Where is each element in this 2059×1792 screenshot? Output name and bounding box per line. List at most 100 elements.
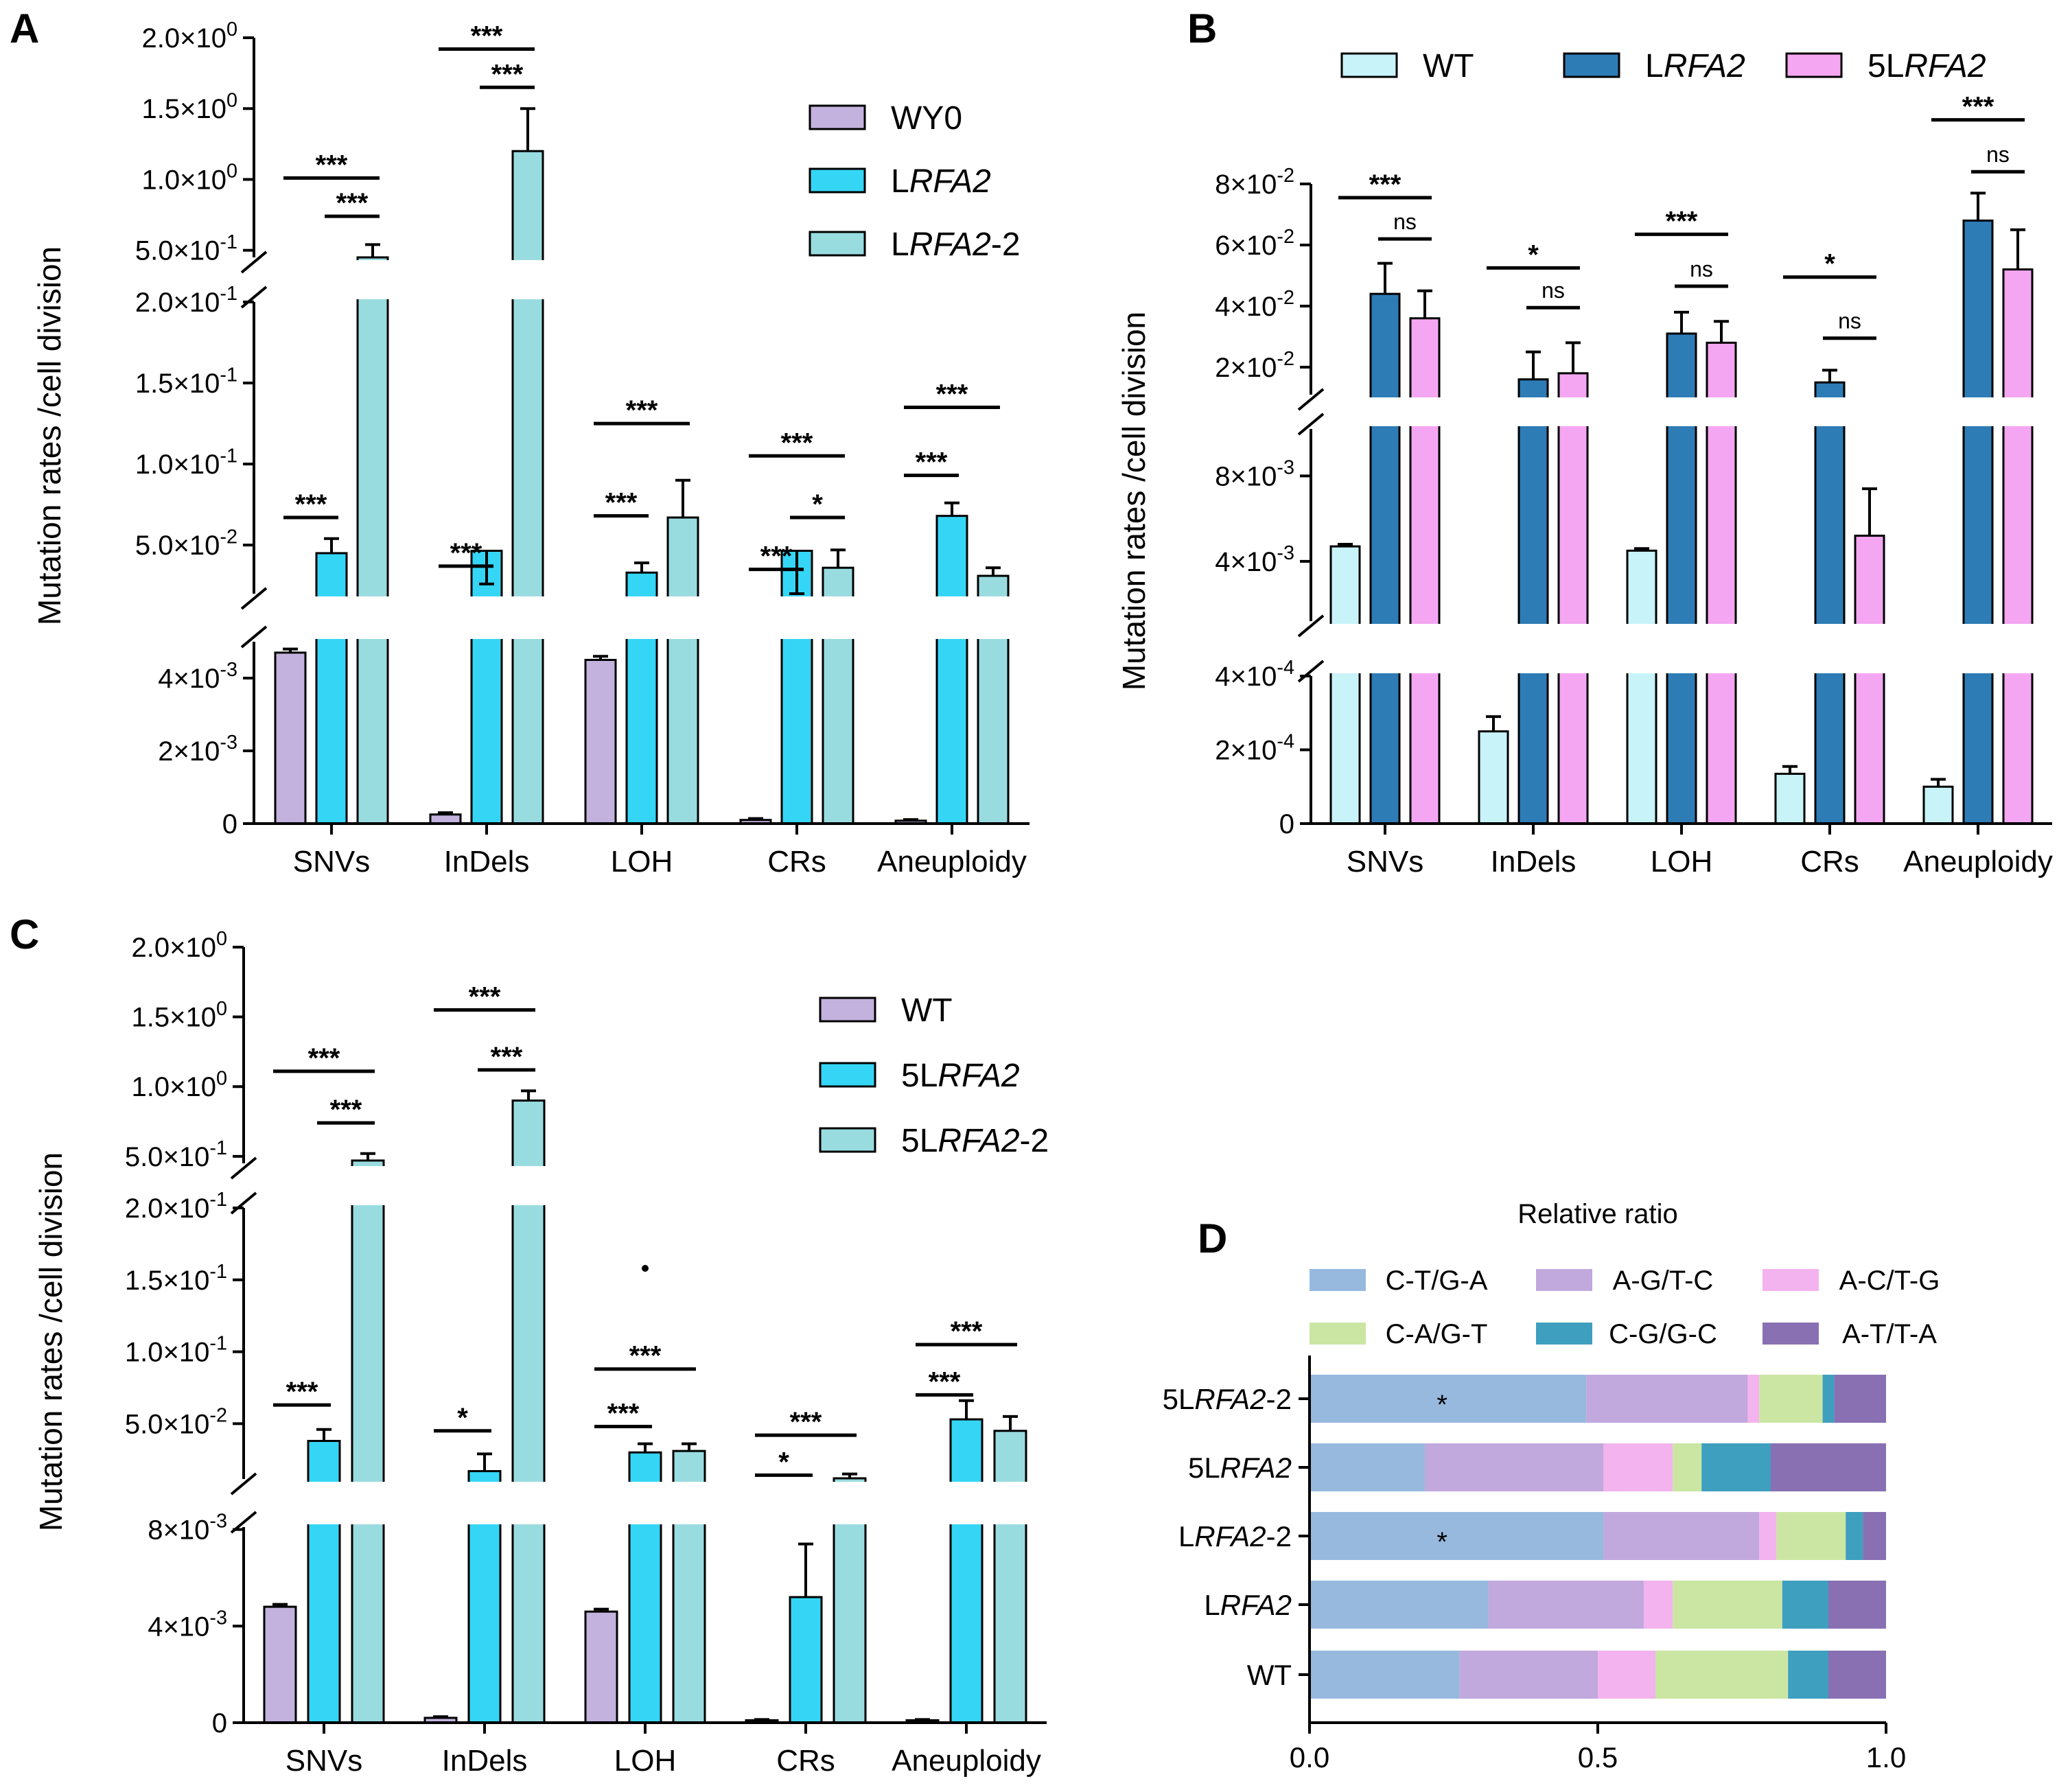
panel-c-legend-swatch-1: [819, 1062, 876, 1088]
panel-a-legend-label-0: WY0: [891, 100, 962, 137]
panel-d-bar-lrfa2-c-a-g-t: [1673, 1581, 1782, 1629]
panel-b-bar-snvs-2: [1409, 317, 1441, 825]
panel-c-break-mark: [230, 1191, 257, 1215]
panel-c-axis-break-gap: [223, 1482, 1047, 1524]
panel-c-y-tick-label: 2.0×10-1: [125, 1189, 227, 1224]
panel-d-bar-lrfa2-2-a-g-t-c: [1603, 1512, 1760, 1560]
panel-c-y-tick-label: 1.0×10-1: [125, 1333, 227, 1368]
panel-d-bar-5lrfa2-c-t-g-a: [1310, 1443, 1425, 1491]
panel-a-bar-snvs-1: [315, 552, 348, 825]
panel-b-significance-label: *: [1824, 249, 1835, 279]
panel-d-bar-lrfa2-2-a-c-t-g: [1759, 1512, 1777, 1560]
panel-d-title: Relative ratio: [1517, 1199, 1677, 1229]
panel-c-significance-label: ***: [607, 1399, 640, 1429]
panel-d-label: D: [1198, 1215, 1227, 1261]
panel-c-ylabel: Mutation rates /cell division: [33, 1152, 69, 1531]
panel-d-legend-swatch-0: [1310, 1269, 1366, 1291]
panel-d-legend-label-4: C-G/G-C: [1609, 1319, 1717, 1349]
panel-b-x-tick-label-snvs: SNVs: [1347, 845, 1423, 878]
panel-b-bar-aneuploidy-1: [1962, 219, 1994, 825]
panel-d-y-tick-label-4: WT: [1247, 1659, 1292, 1691]
panel-b-bar-snvs-0: [1329, 545, 1361, 825]
panel-c-bar-snvs-2: [351, 1159, 385, 1724]
panel-a-bar-snvs-2: [356, 256, 389, 825]
panel-c-axis-break-gap: [223, 1166, 1047, 1205]
panel-b-significance-label: ns: [1393, 209, 1417, 234]
panel-a-x-tick-label-snvs: SNVs: [293, 845, 370, 878]
panel-b-axis-break-gap: [1290, 397, 2052, 426]
panel-b-break-mark: [1297, 660, 1325, 683]
panel-d-bar-5lrfa2-2-c-a-g-t: [1759, 1375, 1823, 1423]
panel-c-bar-aneuploidy-1: [949, 1418, 984, 1724]
panel-c-x-tick-label-indels: InDels: [442, 1744, 528, 1778]
panel-a-x-tick-label-crs: CRs: [767, 845, 826, 878]
panel-a-y-tick-label: 2.0×100: [142, 19, 237, 54]
panel-d-bar-lrfa2-a-c-t-g: [1644, 1581, 1673, 1629]
panel-c-x-tick-label-loh: LOH: [614, 1744, 676, 1778]
panel-d-legend-label-3: C-A/G-T: [1386, 1319, 1488, 1349]
panel-c-bar-aneuploidy-2: [993, 1430, 1027, 1724]
panel-c-significance-label: ***: [629, 1341, 662, 1371]
panel-a-y-tick-label: 5.0×10-2: [135, 526, 237, 561]
panel-a-y-tick-label: 1.5×100: [142, 89, 237, 124]
panel-c-significance-label: ***: [469, 981, 501, 1012]
panel-c-legend-label-1: 5LRFA2: [901, 1058, 1020, 1094]
panel-a-bar-snvs-0: [274, 651, 307, 825]
panel-a-bar-indels-2: [511, 150, 544, 825]
panel-d-x-tick-label: 0.5: [1578, 1741, 1618, 1773]
panel-b-legend-swatch-2: [1785, 52, 1843, 78]
panel-a-significance-label: ***: [316, 150, 348, 180]
panel-c-significance-label: ***: [308, 1043, 340, 1073]
panel-c-break-mark: [230, 1156, 257, 1180]
panel-d-legend-swatch-3: [1310, 1323, 1366, 1345]
panel-b-bar-indels-0: [1478, 730, 1509, 825]
panel-a-break-mark: [240, 587, 268, 610]
panel-a-legend-label-1: LRFA2: [891, 163, 991, 200]
panel-b-legend-swatch-0: [1340, 52, 1398, 78]
panel-d-legend-swatch-2: [1763, 1269, 1819, 1291]
panel-b-significance-label: ***: [1369, 170, 1401, 200]
panel-b-significance-label: ns: [1838, 309, 1861, 334]
panel-b-bar-crs-0: [1774, 772, 1806, 825]
panel-b-bar-aneuploidy-2: [2002, 268, 2034, 825]
panel-b-y-tick-label: 4×10-3: [1215, 542, 1294, 577]
panel-d-bar-lrfa2-2-a-t-t-a: [1863, 1512, 1886, 1560]
panel-a-bar-aneuploidy-1: [935, 515, 968, 825]
panel-a-legend-swatch-1: [809, 167, 866, 194]
panel-c-x-tick-label-snvs: SNVs: [286, 1744, 362, 1778]
panel-b-legend-label-1: LRFA2: [1645, 48, 1745, 84]
panel-d-legend-label-1: A-G/T-C: [1613, 1266, 1714, 1296]
panel-a-y-tick-label: 0: [222, 809, 237, 839]
panel-b-label: B: [1187, 5, 1217, 51]
panel-b-significance-label: ***: [1962, 92, 1994, 122]
panel-d-legend-label-0: C-T/G-A: [1386, 1266, 1488, 1296]
panel-b-y-tick-label: 8×10-3: [1215, 457, 1294, 492]
panel-c-significance-label: ***: [491, 1042, 523, 1072]
panel-c-legend-label-2: 5LRFA2-2: [901, 1123, 1049, 1159]
panel-b-significance-label: ns: [1690, 257, 1713, 281]
panel-c-bar-crs-1: [789, 1596, 823, 1724]
panel-c-outlier-point: [642, 1265, 649, 1272]
panel-a-break-mark: [240, 251, 268, 274]
panel-b-bar-indels-1: [1517, 378, 1549, 825]
panel-b-x-tick-label-loh: LOH: [1651, 845, 1712, 878]
panel-c-x-tick-label-aneuploidy: Aneuploidy: [892, 1744, 1041, 1778]
panel-d-bar-wt-a-c-t-g: [1598, 1651, 1655, 1699]
panel-c-y-tick-label: 1.5×100: [132, 998, 227, 1033]
panel-a-significance-label: ***: [781, 428, 813, 458]
panel-d-bar-lrfa2-2-c-a-g-t: [1776, 1512, 1846, 1560]
panel-b-significance-label: ns: [1986, 142, 2010, 167]
panel-d-y-tick-label-0: 5LRFA2-2: [1163, 1383, 1292, 1415]
panel-b-significance-label: *: [1528, 240, 1539, 270]
panel-a-significance-label: ***: [450, 538, 482, 568]
panel-c-label: C: [10, 911, 39, 957]
panel-b-y-tick-label: 2×10-2: [1215, 348, 1294, 383]
panel-b-x-tick-label-aneuploidy: Aneuploidy: [1903, 845, 2053, 878]
panel-d-bar-wt-c-t-g-a: [1310, 1651, 1460, 1699]
panel-d-y-tick-label-3: LRFA2: [1204, 1589, 1292, 1621]
panel-b-ylabel: Mutation rates /cell division: [1116, 312, 1152, 690]
panel-b-significance-label: ***: [1666, 206, 1698, 236]
panel-b-bar-indels-2: [1557, 372, 1589, 825]
panel-d-bar-lrfa2-2-c-g-g-c: [1846, 1512, 1863, 1560]
panel-a-legend-label-2: LRFA2-2: [891, 226, 1021, 263]
